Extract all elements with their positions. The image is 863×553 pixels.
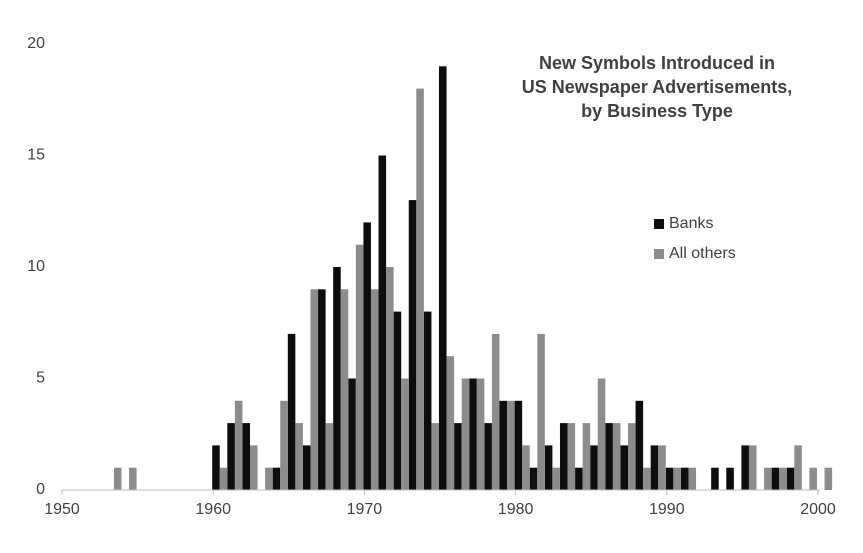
bar: [590, 445, 598, 490]
bar: [325, 423, 334, 490]
bar: [499, 400, 508, 490]
bar: [597, 378, 606, 490]
bar: [522, 445, 530, 490]
bar: [212, 445, 220, 490]
bar: [318, 289, 326, 490]
bar: [227, 423, 235, 490]
bar: [454, 423, 462, 490]
bar: [129, 467, 137, 490]
bar: [363, 222, 371, 490]
bar: [310, 289, 319, 490]
bar: [370, 289, 379, 490]
bar: [612, 423, 621, 490]
bar: [393, 311, 402, 490]
bar: [771, 467, 780, 490]
bar: [786, 467, 795, 490]
bar: [469, 378, 477, 490]
bar: [673, 467, 681, 490]
bar: [439, 66, 447, 491]
bar: [794, 445, 802, 490]
y-tick-label: 15: [27, 147, 45, 164]
bar: [688, 467, 697, 490]
bar: [658, 445, 666, 490]
chart-title: New Symbols Introduced in: [539, 53, 775, 73]
bar: [378, 155, 387, 490]
bar: [726, 467, 734, 490]
bar: [295, 423, 303, 490]
bar: [340, 289, 349, 490]
bar: [423, 311, 432, 490]
bar: [680, 467, 689, 490]
bar: [741, 445, 749, 490]
x-tick-label: 2000: [800, 501, 836, 518]
chart-title: US Newspaper Advertisements,: [522, 77, 792, 97]
bar: [628, 423, 636, 490]
y-tick-label: 5: [36, 370, 45, 387]
bar: [567, 423, 576, 490]
bar: [544, 445, 553, 490]
x-tick-label: 1980: [498, 501, 534, 518]
bar: [476, 378, 485, 490]
y-tick-label: 0: [36, 481, 45, 498]
bar: [507, 400, 515, 490]
bar: [582, 423, 591, 490]
chart-title: by Business Type: [581, 101, 733, 121]
bar: [461, 378, 470, 490]
bar: [242, 423, 250, 490]
bar: [552, 467, 560, 490]
y-tick-label: 10: [27, 258, 45, 275]
bar: [446, 356, 455, 490]
bar: [537, 333, 545, 490]
bar: [764, 467, 772, 490]
bar: [408, 200, 417, 490]
legend-label: Banks: [669, 215, 713, 232]
bar: [348, 378, 356, 490]
bar: [416, 88, 424, 490]
bar: [514, 400, 523, 490]
bar: [620, 445, 628, 490]
bar: [529, 467, 538, 490]
bar: [265, 467, 273, 490]
bar: [219, 467, 228, 490]
bar: [635, 400, 644, 490]
bar: [355, 244, 364, 490]
bar: [250, 445, 258, 490]
bar: [272, 467, 281, 490]
bar: [779, 467, 787, 490]
bar: [287, 333, 296, 490]
x-tick-label: 1970: [347, 501, 383, 518]
y-tick-label: 20: [27, 35, 45, 52]
bar: [113, 467, 122, 490]
bar: [484, 423, 492, 490]
bar: [431, 423, 439, 490]
bar: [643, 467, 651, 490]
bar: [665, 467, 674, 490]
bar: [575, 467, 583, 490]
bar: [711, 467, 719, 490]
bar: [650, 445, 659, 490]
bar: [605, 423, 613, 490]
x-tick-label: 1950: [44, 501, 80, 518]
bar: [333, 267, 341, 490]
bar: [491, 333, 500, 490]
bar: [302, 445, 311, 490]
legend-swatch: [654, 219, 664, 229]
x-tick-label: 1990: [649, 501, 685, 518]
bar: [809, 467, 817, 490]
bar: [280, 400, 288, 490]
bar: [748, 445, 757, 490]
bar: [824, 467, 833, 490]
legend-label: All others: [669, 245, 736, 262]
bar: [234, 400, 243, 490]
x-tick-label: 1960: [195, 501, 231, 518]
bar: [386, 267, 394, 490]
legend-swatch: [654, 249, 664, 259]
bar: [401, 378, 409, 490]
bar: [559, 423, 568, 490]
